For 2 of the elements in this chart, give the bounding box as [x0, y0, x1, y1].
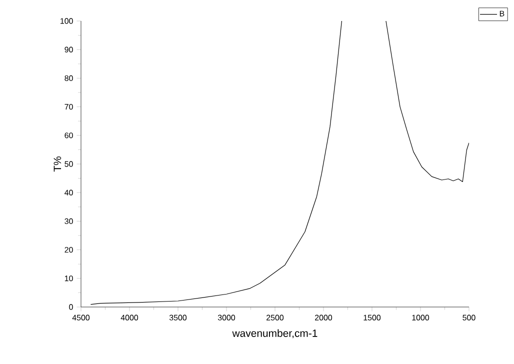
y-axis-title: T%: [54, 156, 62, 172]
x-axis-title: wavenumber,cm-1: [232, 329, 318, 338]
